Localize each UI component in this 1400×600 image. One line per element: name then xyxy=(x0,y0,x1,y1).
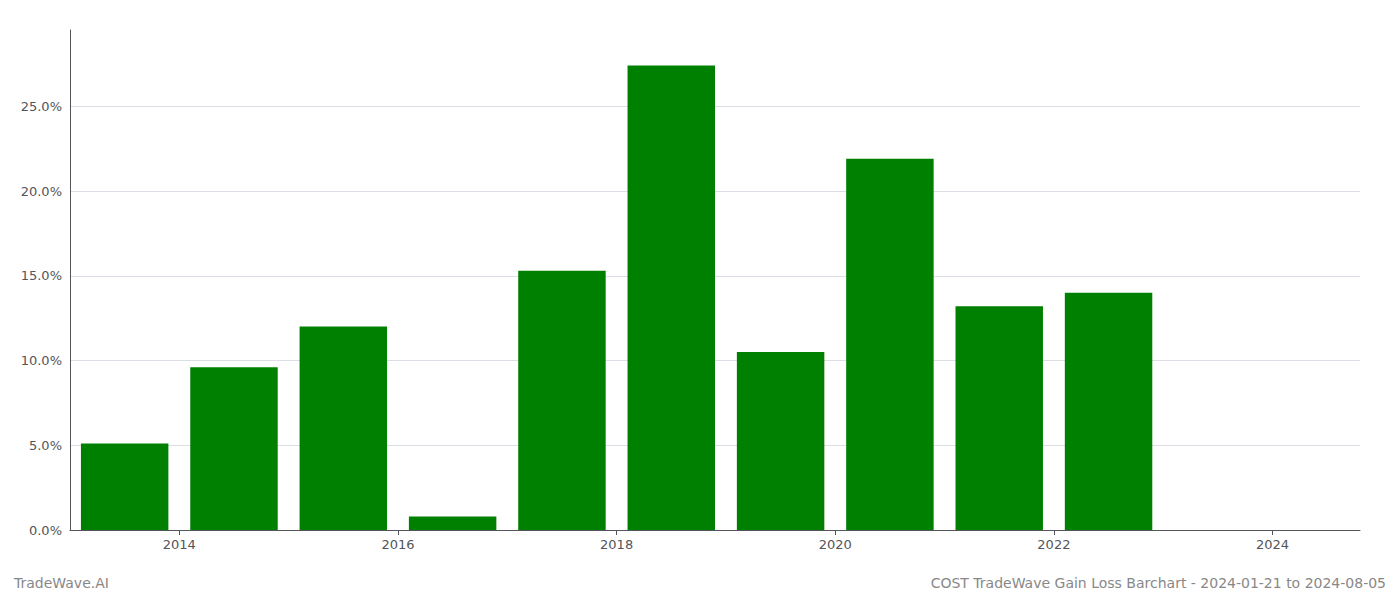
svg-text:2022: 2022 xyxy=(1037,537,1070,552)
svg-text:2020: 2020 xyxy=(819,537,852,552)
svg-text:TradeWave.AI: TradeWave.AI xyxy=(13,575,109,591)
svg-text:2016: 2016 xyxy=(381,537,414,552)
svg-text:0.0%: 0.0% xyxy=(29,523,62,538)
svg-text:2024: 2024 xyxy=(1256,537,1289,552)
svg-text:10.0%: 10.0% xyxy=(21,353,62,368)
svg-text:25.0%: 25.0% xyxy=(21,99,62,114)
svg-text:2018: 2018 xyxy=(600,537,633,552)
svg-text:2014: 2014 xyxy=(163,537,196,552)
svg-text:5.0%: 5.0% xyxy=(29,438,62,453)
svg-text:15.0%: 15.0% xyxy=(21,268,62,283)
svg-text:20.0%: 20.0% xyxy=(21,184,62,199)
svg-text:COST TradeWave Gain Loss Barch: COST TradeWave Gain Loss Barchart - 2024… xyxy=(931,575,1386,591)
